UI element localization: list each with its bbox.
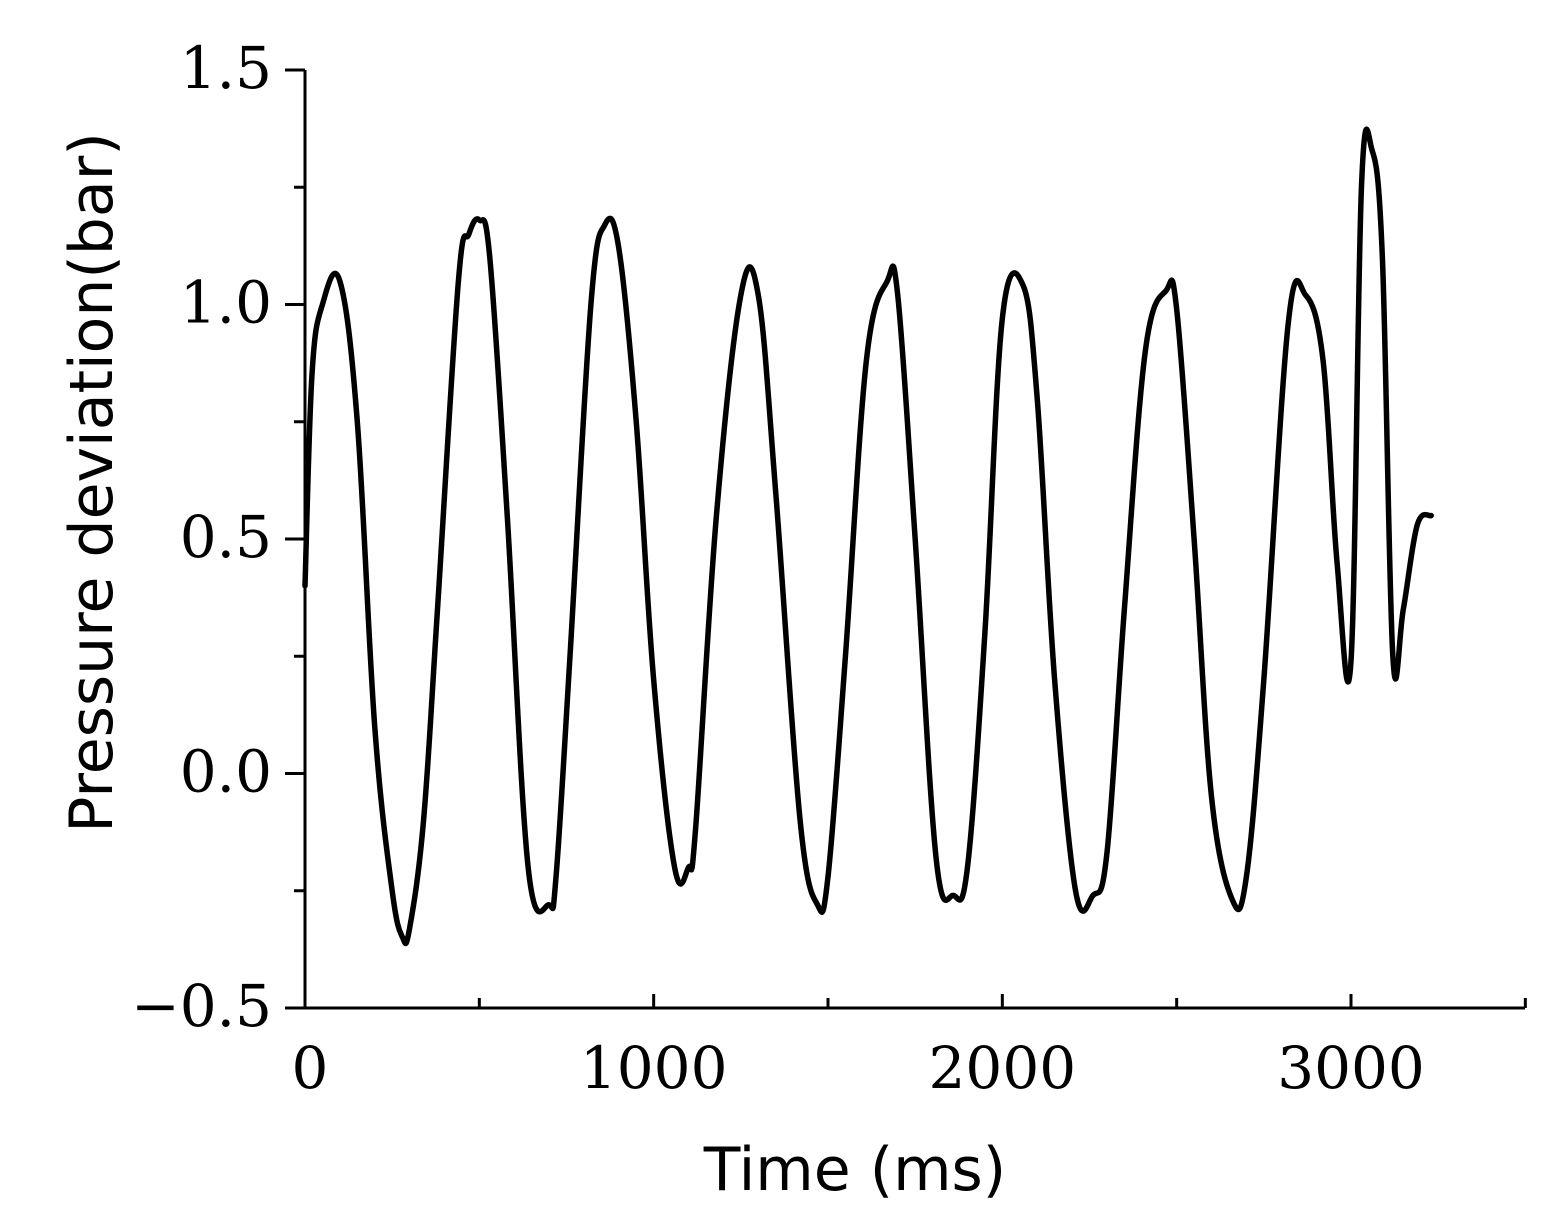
y-tick-label: −0.5 [131,972,272,1040]
x-tick-label: 2000 [929,1034,1077,1102]
y-tick-label: 1.5 [180,34,272,102]
pressure-series-line [302,126,1434,947]
y-tick-label: 1.0 [180,269,272,337]
x-tick-label: 3000 [1277,1034,1425,1102]
x-tick-label: 0 [292,1034,329,1102]
x-axis-title: Time (ms) [703,1135,1006,1205]
tick-labels: −0.5 0.0 0.5 1.0 1.5 0 1000 2000 3000 [131,34,1425,1102]
data-series [302,126,1434,947]
y-tick-label: 0.0 [180,738,272,806]
x-tick-label: 1000 [580,1034,728,1102]
tick-marks [285,68,1527,1010]
y-axis-title: Pressure deviation(bar) [57,132,127,833]
y-tick-label: 0.5 [180,503,272,571]
